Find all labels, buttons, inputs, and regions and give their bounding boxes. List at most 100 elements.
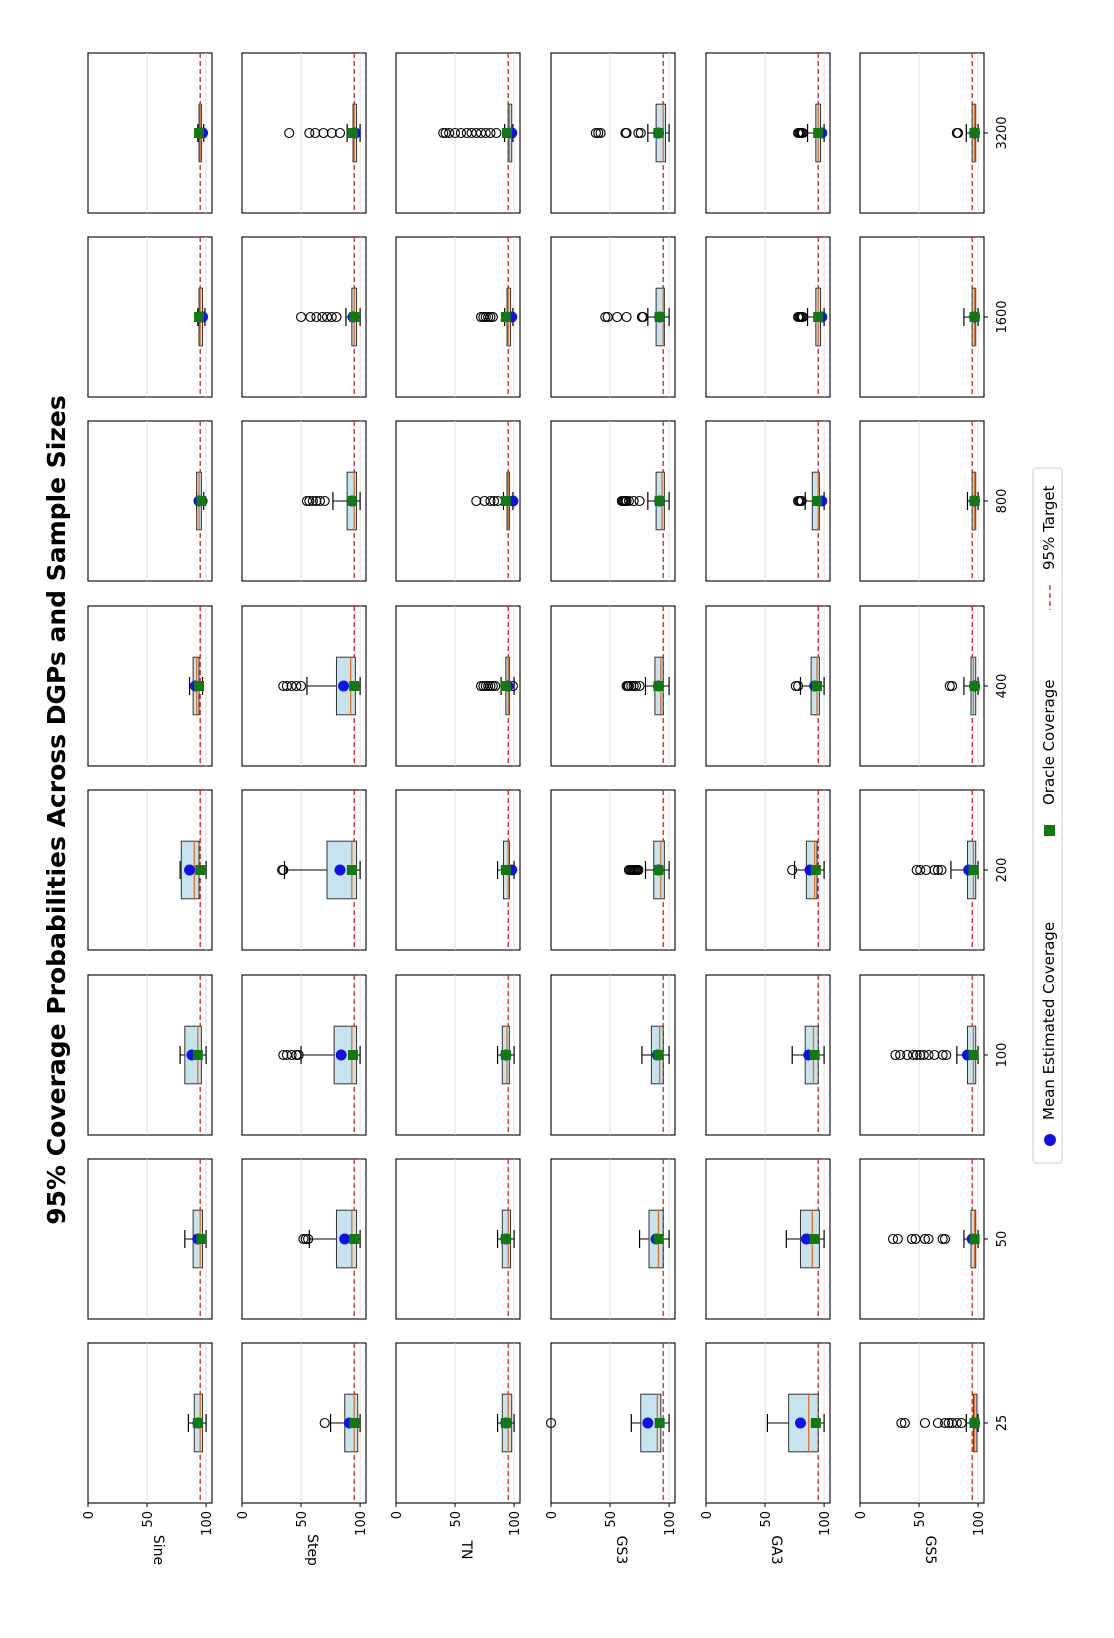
oracle-marker-ga3-n400 bbox=[812, 681, 823, 691]
ytick-label-tn-100: 100 bbox=[508, 1511, 523, 1536]
outlier-ga3-n800-3 bbox=[796, 495, 807, 507]
ytick-group-tn-0: 0 bbox=[390, 1511, 405, 1519]
oracle-marker-gs5-n3200 bbox=[969, 128, 980, 138]
column-label-n1600: 1600 bbox=[995, 300, 1010, 333]
outlier-tn-n3200-4 bbox=[455, 127, 467, 139]
oracle-marker-ga3-n50 bbox=[809, 1234, 820, 1244]
panel-step-n400 bbox=[241, 605, 367, 767]
oracle-marker-step-n400 bbox=[349, 681, 360, 691]
outlier-gs5-n100-8 bbox=[929, 1049, 940, 1061]
outlier-step-n400-0 bbox=[278, 680, 289, 692]
ytick-group-tn-100: 100 bbox=[508, 1511, 523, 1536]
outlier-step-n100-2 bbox=[286, 1049, 297, 1061]
panel-ga3-n3200 bbox=[705, 52, 831, 214]
outlier-gs5-n100-3 bbox=[908, 1049, 919, 1061]
ytick-group-tn-50: 50 bbox=[449, 1511, 464, 1528]
outlier-step-n100-0 bbox=[278, 1049, 289, 1061]
outlier-gs3-n1600-5 bbox=[638, 311, 649, 323]
legend-target-label: 95% Target bbox=[1040, 485, 1058, 570]
oracle-marker-step-n25 bbox=[349, 1418, 360, 1428]
oracle-marker-gs3-n3200 bbox=[653, 128, 664, 138]
panel-sine-n100 bbox=[87, 974, 213, 1136]
oracle-marker-gs5-n400 bbox=[969, 681, 980, 691]
outlier-tn-n400-6 bbox=[490, 680, 501, 692]
oracle-marker-gs3-n800 bbox=[654, 496, 665, 506]
panel-gs5-n100 bbox=[859, 974, 985, 1136]
panel-step-n100 bbox=[241, 974, 367, 1136]
outlier-step-n3200-0 bbox=[284, 127, 295, 139]
oracle-marker-gs3-n1600 bbox=[654, 312, 665, 322]
panel-sine-n50 bbox=[87, 1158, 213, 1320]
outlier-gs5-n50-1 bbox=[892, 1233, 903, 1245]
ytick-label-step-50: 50 bbox=[295, 1511, 310, 1528]
oracle-marker-tn-n800 bbox=[500, 496, 511, 506]
oracle-marker-ga3-n1600 bbox=[813, 312, 824, 322]
column-label-n100: 100 bbox=[995, 1043, 1010, 1068]
outlier-tn-n3200-0 bbox=[438, 127, 449, 139]
panel-sine-n800 bbox=[87, 420, 213, 582]
row-label-step: Step bbox=[304, 1534, 320, 1566]
ytick-label-sine-0: 0 bbox=[82, 1511, 97, 1519]
ytick-group-step-50: 50 bbox=[295, 1511, 310, 1528]
column-label-group-n50: 50 bbox=[995, 1231, 1010, 1248]
panel-ga3-n800 bbox=[705, 420, 831, 582]
ytick-group-sine-50: 50 bbox=[141, 1511, 156, 1528]
outlier-step-n3200-1 bbox=[304, 127, 315, 139]
outlier-ga3-n200-0 bbox=[787, 864, 798, 876]
oracle-marker-tn-n3200 bbox=[502, 128, 513, 138]
column-label-n800: 800 bbox=[995, 489, 1010, 514]
outlier-step-n50-1 bbox=[300, 1233, 311, 1245]
oracle-marker-sine-n3200 bbox=[194, 128, 205, 138]
panel-frame-gs5-n800 bbox=[859, 420, 985, 582]
outlier-gs3-n1600-0 bbox=[600, 311, 611, 323]
outlier-gs5-n100-5 bbox=[915, 1049, 926, 1061]
mean-marker-gs3-n25 bbox=[642, 1417, 654, 1429]
outlier-step-n3200-3 bbox=[318, 127, 329, 139]
outlier-gs3-n3200-2 bbox=[595, 127, 606, 139]
chart-title: 95% Coverage Probabilities Across DGPs a… bbox=[42, 395, 71, 1224]
ytick-label-gs3-100: 100 bbox=[663, 1511, 678, 1536]
panel-frame-sine-n3200 bbox=[87, 52, 213, 214]
oracle-marker-gs5-n50 bbox=[969, 1234, 980, 1244]
ytick-group-sine-0: 0 bbox=[82, 1511, 97, 1519]
outlier-gs3-n3200-6 bbox=[635, 127, 646, 139]
oracle-marker-ga3-n200 bbox=[810, 865, 821, 875]
panel-sine-n3200 bbox=[87, 52, 213, 214]
outlier-step-n1600-2 bbox=[311, 311, 322, 323]
panel-step-n50 bbox=[241, 1158, 367, 1320]
outlier-gs5-n100-7 bbox=[923, 1049, 934, 1061]
oracle-marker-gs5-n200 bbox=[968, 865, 979, 875]
mean-marker-ga3-n50 bbox=[800, 1233, 812, 1245]
panel-gs3-n25 bbox=[545, 1342, 676, 1504]
panel-gs3-n50 bbox=[550, 1158, 676, 1320]
oracle-marker-sine-n25 bbox=[192, 1418, 203, 1428]
outlier-step-n400-4 bbox=[295, 680, 307, 692]
outlier-ga3-n400-0 bbox=[790, 680, 801, 692]
panel-frame-sine-n800 bbox=[87, 420, 213, 582]
oracle-marker-tn-n50 bbox=[500, 1234, 511, 1244]
legend-oracle-label: Oracle Coverage bbox=[1040, 680, 1058, 805]
oracle-marker-step-n800 bbox=[346, 496, 357, 506]
outlier-step-n200-1 bbox=[278, 864, 289, 876]
outlier-step-n800-5 bbox=[319, 495, 330, 507]
oracle-marker-ga3-n800 bbox=[812, 496, 823, 506]
row-label-group-gs3: GS3 bbox=[613, 1536, 629, 1565]
ytick-label-step-100: 100 bbox=[354, 1511, 369, 1536]
ytick-label-ga3-0: 0 bbox=[700, 1511, 715, 1519]
panel-ga3-n50 bbox=[705, 1158, 831, 1320]
panel-tn-n25 bbox=[395, 1342, 521, 1504]
outlier-tn-n800-2 bbox=[485, 495, 496, 507]
outlier-gs5-n50-4 bbox=[919, 1233, 931, 1245]
column-label-group-n800: 800 bbox=[995, 489, 1010, 514]
outlier-tn-n3200-2 bbox=[444, 127, 455, 139]
oracle-marker-sine-n400 bbox=[194, 681, 205, 691]
outlier-gs5-n200-3 bbox=[929, 864, 940, 876]
row-label-sine: Sine bbox=[150, 1535, 166, 1565]
outlier-step-n1600-1 bbox=[305, 311, 316, 323]
outlier-step-n50-2 bbox=[303, 1233, 314, 1245]
panel-gs3-n800 bbox=[550, 420, 676, 582]
panels-layer bbox=[87, 52, 985, 1504]
outlier-gs3-n3200-5 bbox=[633, 127, 644, 139]
oracle-marker-gs3-n50 bbox=[653, 1234, 664, 1244]
outlier-step-n100-3 bbox=[291, 1049, 302, 1061]
